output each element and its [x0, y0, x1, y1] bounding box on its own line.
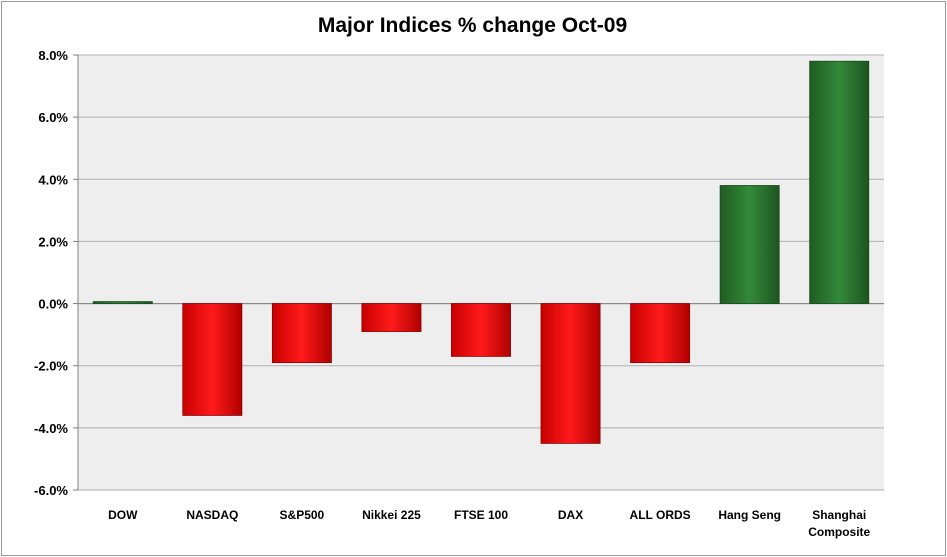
x-category-label: NASDAQ — [186, 508, 238, 522]
x-category-label: Hang Seng — [718, 508, 781, 522]
x-category-label: ALL ORDS — [630, 508, 691, 522]
y-tick-label: 4.0% — [38, 172, 68, 187]
bar — [719, 185, 780, 304]
y-tick-label: 2.0% — [38, 234, 68, 249]
bar — [451, 303, 511, 357]
y-tick-label: 8.0% — [38, 48, 68, 63]
y-tick-label: -4.0% — [34, 421, 68, 436]
bar — [92, 301, 153, 304]
y-tick-label: -2.0% — [34, 359, 68, 374]
x-category-label: FTSE 100 — [454, 508, 508, 522]
bar — [271, 303, 332, 364]
x-category-label: DOW — [108, 508, 138, 522]
x-category-label: Shanghai Composite — [808, 508, 870, 539]
bar — [540, 303, 601, 444]
x-category-label: S&P500 — [280, 508, 325, 522]
chart-title: Major Indices % change Oct-09 — [317, 14, 628, 37]
bar — [361, 303, 422, 332]
y-tick-label: -6.0% — [34, 483, 68, 498]
x-category-label: Nikkei 225 — [362, 508, 421, 522]
bar — [182, 303, 243, 416]
x-category-label: DAX — [558, 508, 583, 522]
bar — [630, 303, 691, 364]
y-tick-label: 6.0% — [38, 110, 68, 125]
bar — [809, 60, 870, 304]
y-tick-label: 0.0% — [38, 297, 68, 312]
